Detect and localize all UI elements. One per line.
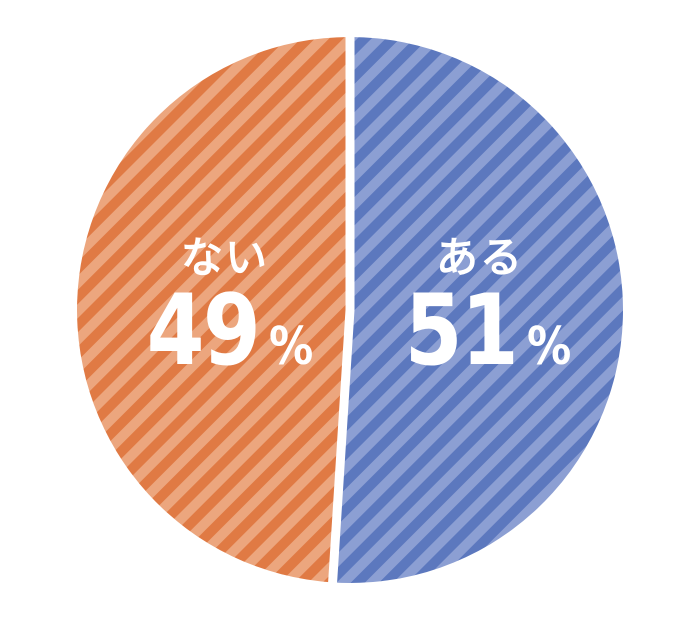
slice-value-nai-number: 49 [147, 275, 260, 388]
pie-slice-aru [332, 37, 624, 583]
slice-divider [327, 24, 355, 599]
slice-value-aru-unit: % [527, 317, 571, 377]
svg-text:51 %: 51 % [405, 275, 572, 388]
slice-value-nai-unit: % [269, 317, 313, 377]
slice-value-aru-number: 51 [405, 275, 518, 388]
slice-label-nai: ない [181, 233, 269, 282]
pie-slice-nai [77, 37, 351, 583]
slice-value-aru: 51 % [405, 275, 572, 388]
slice-label-aru: ある [436, 233, 524, 282]
svg-text:49 %: 49 % [147, 275, 314, 388]
slice-value-nai: 49 % [147, 275, 314, 388]
